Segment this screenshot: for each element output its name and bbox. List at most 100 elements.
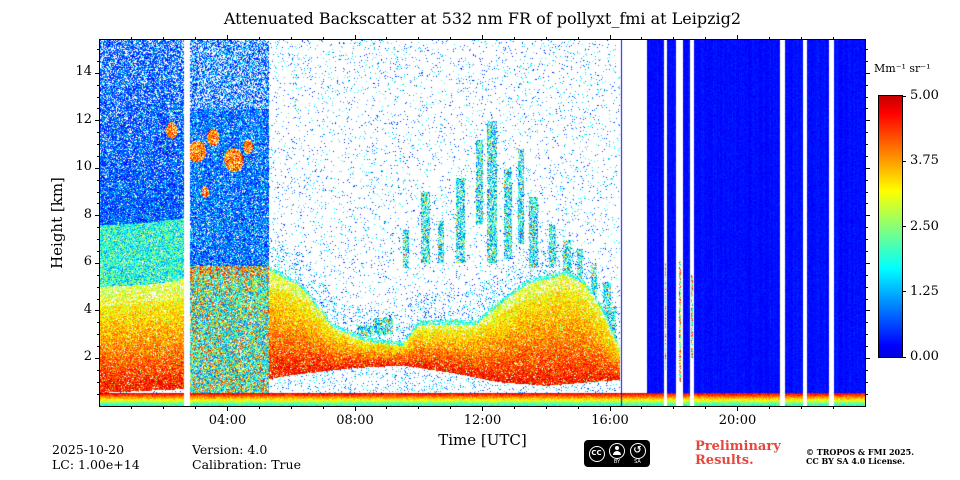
copyright-label: © TROPOS & FMI 2025. CC BY SA 4.0 Licens… bbox=[806, 448, 914, 466]
y-minor-tick bbox=[97, 84, 100, 86]
footer-version-block: Version: 4.0 Calibration: True bbox=[192, 442, 301, 472]
x-minor-tick bbox=[322, 406, 324, 409]
y-major-tick bbox=[95, 215, 100, 217]
y-major-tick bbox=[865, 167, 870, 169]
x-major-tick bbox=[482, 35, 483, 40]
lidar-constant-label: LC: 1.00e+14 bbox=[52, 457, 140, 472]
plot-area: 04:00 08:00 12:00 16:00 20:00 2 4 6 8 10 12 14 bbox=[75, 35, 870, 428]
x-minor-tick bbox=[641, 406, 643, 409]
y-minor-tick bbox=[865, 60, 868, 62]
x-minor-tick bbox=[290, 37, 292, 40]
y-minor-tick bbox=[97, 322, 100, 324]
cc-sa-block: ↺ SA bbox=[629, 442, 646, 465]
x-minor-tick bbox=[290, 406, 292, 409]
y-major-tick bbox=[95, 167, 100, 169]
x-minor-tick bbox=[768, 406, 770, 409]
x-minor-tick bbox=[832, 406, 834, 409]
y-minor-tick bbox=[97, 381, 100, 383]
y-minor-tick bbox=[865, 84, 868, 86]
x-minor-tick bbox=[258, 37, 260, 40]
cc-sa-label: SA bbox=[634, 458, 641, 465]
y-minor-tick bbox=[865, 369, 868, 371]
colorbar-gradient bbox=[879, 96, 902, 357]
colorbar-tick-label: 3.75 bbox=[910, 153, 939, 169]
x-minor-tick bbox=[163, 37, 165, 40]
y-minor-tick bbox=[97, 49, 100, 50]
y-major-tick bbox=[95, 310, 100, 312]
y-minor-tick bbox=[97, 298, 100, 300]
y-tick-label: 8 bbox=[83, 206, 92, 222]
y-minor-tick bbox=[865, 322, 868, 324]
colorbar-tick bbox=[902, 160, 906, 162]
y-minor-tick bbox=[97, 346, 100, 348]
x-tick-label: 20:00 bbox=[718, 413, 757, 428]
y-tick-label: 12 bbox=[75, 111, 92, 127]
y-minor-tick bbox=[97, 155, 100, 157]
x-tick-label: 08:00 bbox=[336, 413, 374, 428]
x-minor-tick bbox=[768, 37, 770, 40]
y-minor-tick bbox=[865, 346, 868, 348]
colorbar-tick bbox=[902, 291, 906, 293]
x-minor-tick bbox=[705, 37, 707, 40]
preliminary-line1: Preliminary bbox=[695, 439, 781, 454]
preliminary-line2: Results. bbox=[695, 453, 754, 468]
x-minor-tick bbox=[131, 37, 133, 40]
x-major-tick bbox=[609, 406, 611, 411]
cc-sa-arrow-icon: ↺ bbox=[629, 442, 646, 459]
y-minor-tick bbox=[865, 334, 868, 336]
y-minor-tick bbox=[865, 239, 868, 241]
x-minor-tick bbox=[163, 406, 165, 409]
y-major-tick bbox=[95, 262, 100, 264]
y-minor-tick bbox=[865, 132, 868, 134]
y-minor-tick bbox=[97, 132, 100, 134]
y-tick-label: 6 bbox=[83, 254, 92, 270]
y-minor-tick bbox=[97, 251, 100, 253]
person-head-icon bbox=[615, 446, 619, 450]
x-minor-tick bbox=[545, 406, 547, 409]
x-minor-tick bbox=[705, 406, 707, 409]
y-minor-tick bbox=[865, 179, 868, 181]
y-major-tick bbox=[95, 357, 100, 359]
copyright-line2: CC BY SA 4.0 License. bbox=[806, 456, 905, 466]
cc-icon: CC bbox=[588, 445, 605, 462]
y-minor-tick bbox=[865, 191, 868, 193]
colorbar-tick-label: 5.00 bbox=[910, 88, 939, 103]
y-minor-tick bbox=[97, 179, 100, 181]
y-minor-tick bbox=[97, 239, 100, 241]
colorbar-tick bbox=[902, 356, 906, 358]
x-minor-tick bbox=[832, 37, 834, 40]
y-minor-tick bbox=[865, 108, 868, 110]
y-minor-tick bbox=[865, 298, 868, 300]
x-minor-tick bbox=[258, 406, 260, 409]
cc-logo-block: CC bbox=[588, 445, 605, 462]
copyright-line1: © TROPOS & FMI 2025. bbox=[806, 447, 915, 457]
y-minor-tick bbox=[865, 155, 868, 157]
colorbar: 0.00 1.25 2.50 3.75 5.00 bbox=[878, 88, 939, 364]
y-minor-tick bbox=[97, 334, 100, 336]
version-label: Version: 4.0 bbox=[192, 442, 268, 457]
x-major-tick bbox=[609, 35, 611, 40]
cc-by-label: BY bbox=[613, 458, 621, 465]
y-minor-tick bbox=[865, 251, 868, 253]
x-major-tick bbox=[482, 406, 483, 411]
y-minor-tick bbox=[865, 274, 868, 276]
y-minor-tick bbox=[97, 369, 100, 371]
x-minor-tick bbox=[577, 37, 579, 40]
y-tick-label: 4 bbox=[83, 301, 92, 317]
y-major-tick bbox=[865, 262, 870, 264]
x-minor-tick bbox=[195, 37, 197, 40]
y-minor-tick bbox=[865, 96, 868, 98]
y-major-tick bbox=[865, 215, 870, 217]
x-minor-tick bbox=[418, 406, 420, 409]
y-major-tick bbox=[865, 120, 870, 122]
x-major-tick bbox=[354, 35, 356, 40]
x-tick-label: 04:00 bbox=[208, 413, 247, 428]
x-minor-tick bbox=[800, 406, 802, 409]
x-minor-tick bbox=[673, 37, 675, 40]
x-minor-tick bbox=[513, 37, 515, 40]
y-minor-tick bbox=[97, 60, 100, 62]
y-minor-tick bbox=[97, 286, 100, 288]
y-minor-tick bbox=[865, 203, 868, 205]
x-minor-tick bbox=[131, 406, 133, 409]
